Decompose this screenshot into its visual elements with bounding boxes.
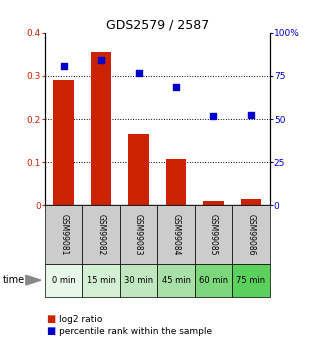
Text: GSM99083: GSM99083: [134, 214, 143, 255]
Bar: [128, 134, 149, 205]
Bar: [241, 199, 261, 205]
Bar: [120, 205, 157, 264]
Bar: [157, 264, 195, 297]
Bar: [166, 159, 186, 205]
Point: [248, 112, 254, 117]
Bar: [232, 264, 270, 297]
Text: GSM99082: GSM99082: [97, 214, 106, 255]
Bar: [91, 52, 111, 205]
Bar: [157, 205, 195, 264]
Bar: [195, 205, 232, 264]
Text: 45 min: 45 min: [161, 276, 191, 285]
Text: GSM99086: GSM99086: [247, 214, 256, 255]
Point: [211, 114, 216, 119]
Point: [136, 71, 141, 76]
Text: ■: ■: [47, 314, 56, 324]
Bar: [45, 205, 82, 264]
Text: GSM99085: GSM99085: [209, 214, 218, 255]
Text: 0 min: 0 min: [52, 276, 75, 285]
Point: [173, 84, 178, 90]
Text: GSM99081: GSM99081: [59, 214, 68, 255]
Text: 75 min: 75 min: [236, 276, 265, 285]
Bar: [232, 205, 270, 264]
Bar: [195, 264, 232, 297]
Text: 15 min: 15 min: [87, 276, 116, 285]
Title: GDS2579 / 2587: GDS2579 / 2587: [106, 19, 209, 32]
Bar: [120, 264, 157, 297]
Text: 60 min: 60 min: [199, 276, 228, 285]
Text: time: time: [3, 275, 25, 285]
Bar: [45, 264, 82, 297]
Polygon shape: [26, 275, 41, 285]
Text: ■: ■: [47, 326, 56, 336]
Bar: [82, 264, 120, 297]
Text: percentile rank within the sample: percentile rank within the sample: [59, 327, 213, 336]
Point: [61, 63, 66, 69]
Bar: [203, 201, 224, 205]
Text: GSM99084: GSM99084: [171, 214, 180, 255]
Point: [99, 57, 104, 62]
Text: 30 min: 30 min: [124, 276, 153, 285]
Bar: [82, 205, 120, 264]
Text: log2 ratio: log2 ratio: [59, 315, 103, 324]
Bar: [53, 80, 74, 205]
